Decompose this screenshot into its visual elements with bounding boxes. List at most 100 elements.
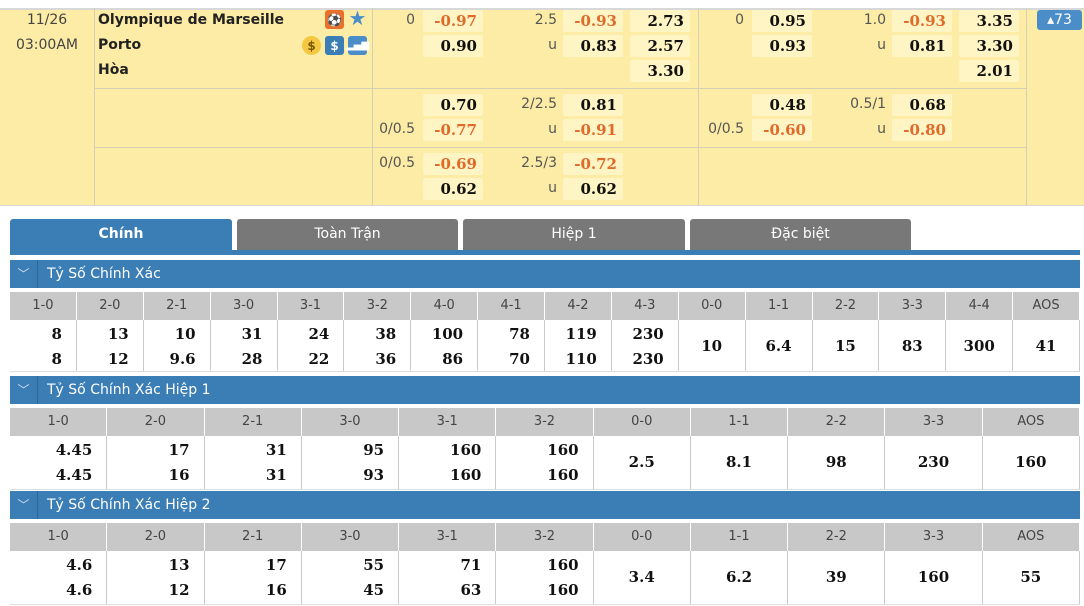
handicap-odds[interactable]: 0.93 bbox=[752, 35, 812, 57]
score-cell[interactable]: 13 12 bbox=[107, 551, 205, 604]
chevron-down-icon[interactable]: ﹀ bbox=[10, 491, 38, 519]
score-odds[interactable]: 9.6 bbox=[169, 350, 196, 368]
score-odds[interactable]: 55 bbox=[363, 556, 385, 574]
score-odds[interactable]: 78 bbox=[509, 325, 530, 343]
over-under-odds[interactable]: -0.93 bbox=[892, 10, 952, 32]
tab-0[interactable]: Chính bbox=[10, 219, 232, 255]
score-odds[interactable]: 71 bbox=[460, 556, 482, 574]
handicap-odds[interactable]: 0.62 bbox=[423, 178, 483, 200]
score-odds[interactable]: 8 bbox=[51, 350, 62, 368]
score-odds[interactable]: 160 bbox=[917, 568, 950, 586]
dollar-icon[interactable]: $ bbox=[325, 36, 344, 55]
score-cell[interactable]: 71 63 bbox=[399, 551, 497, 604]
section-header[interactable]: ﹀ Tỷ Số Chính Xác Hiệp 2 bbox=[10, 491, 1080, 519]
score-odds[interactable]: 31 bbox=[241, 325, 263, 343]
score-cell[interactable]: 300 bbox=[946, 320, 1014, 371]
score-odds[interactable]: 4.45 bbox=[55, 466, 93, 484]
score-odds[interactable]: 83 bbox=[901, 337, 923, 355]
score-odds[interactable]: 93 bbox=[363, 466, 385, 484]
tab-1[interactable]: Toàn Trận bbox=[237, 219, 458, 250]
score-odds[interactable]: 36 bbox=[375, 350, 397, 368]
score-cell[interactable]: 160 bbox=[983, 436, 1080, 489]
score-cell[interactable]: 10 bbox=[679, 320, 746, 371]
over-under-odds[interactable]: -0.93 bbox=[563, 10, 623, 32]
score-odds[interactable]: 160 bbox=[547, 581, 579, 599]
score-odds[interactable]: 8 bbox=[51, 325, 62, 343]
score-cell[interactable]: 38 36 bbox=[344, 320, 412, 371]
score-cell[interactable]: 39 bbox=[788, 551, 886, 604]
score-odds[interactable]: 13 bbox=[107, 325, 129, 343]
score-odds[interactable]: 160 bbox=[547, 556, 579, 574]
score-cell[interactable]: 160 160 bbox=[399, 436, 497, 489]
score-odds[interactable]: 70 bbox=[509, 350, 530, 368]
handicap-odds[interactable]: -0.69 bbox=[423, 153, 483, 175]
score-odds[interactable]: 31 bbox=[265, 466, 287, 484]
score-cell[interactable]: 55 bbox=[983, 551, 1080, 604]
score-cell[interactable]: 119 110 bbox=[545, 320, 612, 371]
score-cell[interactable]: 160 160 bbox=[496, 551, 594, 604]
score-cell[interactable]: 98 bbox=[788, 436, 886, 489]
score-odds[interactable]: 22 bbox=[308, 350, 330, 368]
score-odds[interactable]: 6.4 bbox=[765, 337, 792, 355]
score-odds[interactable]: 6.2 bbox=[725, 568, 753, 586]
1x2-odds[interactable]: 3.30 bbox=[630, 60, 690, 82]
score-cell[interactable]: 4.6 4.6 bbox=[10, 551, 108, 604]
handicap-odds[interactable]: -0.77 bbox=[423, 119, 483, 141]
away-team[interactable]: Porto bbox=[98, 37, 142, 53]
score-cell[interactable]: 4.45 4.45 bbox=[10, 436, 108, 489]
score-odds[interactable]: 10 bbox=[701, 337, 723, 355]
score-odds[interactable]: 230 bbox=[917, 453, 950, 471]
score-cell[interactable]: 160 160 bbox=[496, 436, 594, 489]
score-odds[interactable]: 16 bbox=[265, 581, 287, 599]
score-odds[interactable]: 230 bbox=[632, 350, 664, 368]
score-odds[interactable]: 17 bbox=[168, 441, 190, 459]
score-odds[interactable]: 28 bbox=[241, 350, 263, 368]
score-cell[interactable]: 95 93 bbox=[302, 436, 400, 489]
chevron-down-icon[interactable]: ﹀ bbox=[10, 260, 38, 288]
score-cell[interactable]: 2.5 bbox=[594, 436, 691, 489]
coin-icon[interactable]: $ bbox=[302, 36, 321, 55]
score-cell[interactable]: 31 28 bbox=[211, 320, 278, 371]
score-odds[interactable]: 45 bbox=[363, 581, 385, 599]
section-header[interactable]: ﹀ Tỷ Số Chính Xác bbox=[10, 260, 1080, 288]
over-under-odds[interactable]: 0.68 bbox=[892, 94, 952, 116]
score-cell[interactable]: 100 86 bbox=[411, 320, 479, 371]
score-cell[interactable]: 160 bbox=[885, 551, 983, 604]
over-under-odds[interactable]: -0.80 bbox=[892, 119, 952, 141]
score-odds[interactable]: 13 bbox=[168, 556, 190, 574]
score-odds[interactable]: 230 bbox=[632, 325, 664, 343]
over-under-odds[interactable]: 0.83 bbox=[563, 35, 623, 57]
score-odds[interactable]: 4.6 bbox=[66, 581, 93, 599]
score-odds[interactable]: 17 bbox=[265, 556, 287, 574]
score-odds[interactable]: 95 bbox=[363, 441, 385, 459]
score-cell[interactable]: 41 bbox=[1013, 320, 1080, 371]
tab-3[interactable]: Đặc biệt bbox=[690, 219, 911, 250]
score-odds[interactable]: 160 bbox=[547, 466, 579, 484]
score-odds[interactable]: 4.45 bbox=[55, 441, 93, 459]
score-odds[interactable]: 160 bbox=[1015, 453, 1047, 471]
handicap-odds[interactable]: 0.90 bbox=[423, 35, 483, 57]
score-odds[interactable]: 39 bbox=[825, 568, 847, 586]
score-cell[interactable]: 15 bbox=[813, 320, 880, 371]
1x2-odds[interactable]: 2.57 bbox=[630, 35, 690, 57]
score-odds[interactable]: 55 bbox=[1020, 568, 1042, 586]
score-cell[interactable]: 24 22 bbox=[278, 320, 345, 371]
score-cell[interactable]: 83 bbox=[879, 320, 947, 371]
score-cell[interactable]: 6.4 bbox=[746, 320, 813, 371]
score-odds[interactable]: 12 bbox=[107, 350, 129, 368]
handicap-odds[interactable]: -0.97 bbox=[423, 10, 483, 32]
over-under-odds[interactable]: 0.81 bbox=[563, 94, 623, 116]
stats-icon[interactable]: ▂▄▆ bbox=[346, 36, 369, 55]
score-odds[interactable]: 16 bbox=[168, 466, 190, 484]
score-cell[interactable]: 13 12 bbox=[77, 320, 144, 371]
handicap-odds[interactable]: 0.95 bbox=[752, 10, 812, 32]
1x2-odds[interactable]: 3.35 bbox=[959, 10, 1019, 32]
handicap-odds[interactable]: 0.70 bbox=[423, 94, 483, 116]
score-cell[interactable]: 10 9.6 bbox=[144, 320, 211, 371]
score-odds[interactable]: 15 bbox=[835, 337, 856, 355]
chevron-down-icon[interactable]: ﹀ bbox=[10, 376, 38, 404]
score-cell[interactable]: 17 16 bbox=[107, 436, 205, 489]
score-cell[interactable]: 3.4 bbox=[594, 551, 691, 604]
score-odds[interactable]: 2.5 bbox=[628, 453, 655, 471]
